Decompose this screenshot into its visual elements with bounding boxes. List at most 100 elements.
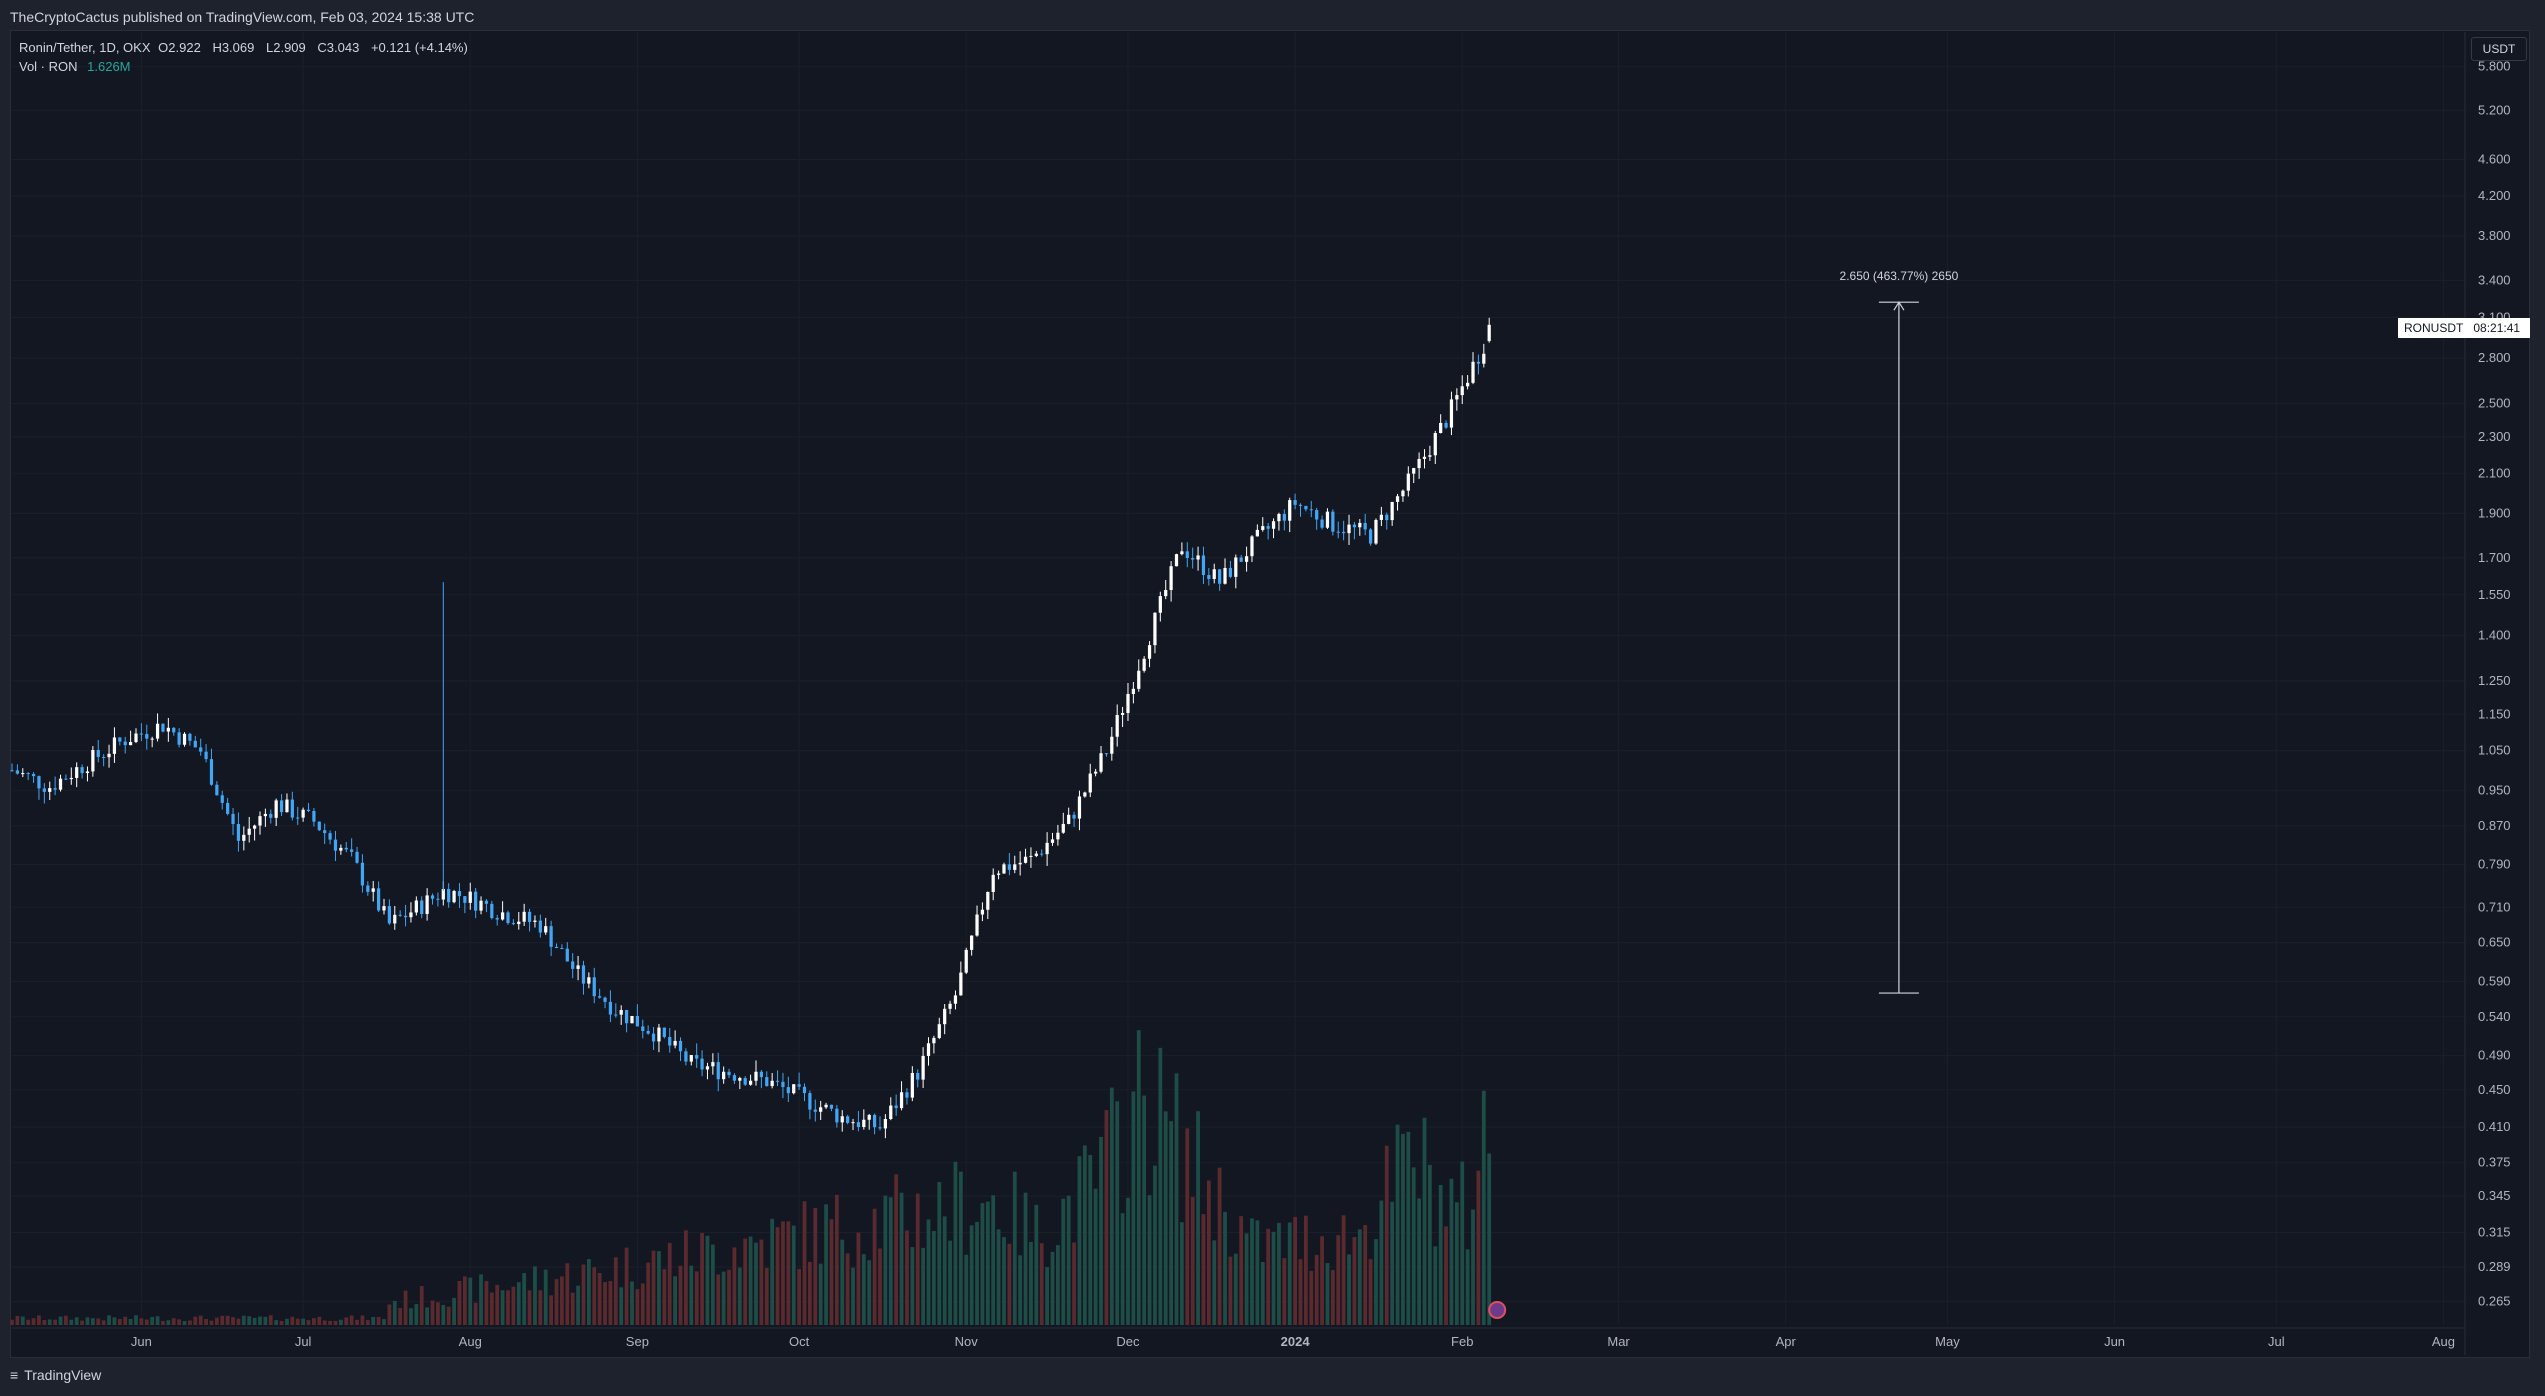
candle-body[interactable] (576, 965, 580, 969)
candle-body[interactable] (1395, 496, 1400, 502)
candle-body[interactable] (1126, 694, 1130, 713)
candle-body[interactable] (425, 895, 429, 915)
candle-body[interactable] (360, 862, 365, 886)
candle-body[interactable] (786, 1087, 790, 1094)
candle-body[interactable] (1207, 574, 1211, 579)
candle-body[interactable] (1023, 856, 1028, 863)
candle-body[interactable] (732, 1075, 737, 1081)
candle-body[interactable] (1007, 864, 1011, 870)
candle-body[interactable] (1088, 773, 1092, 793)
candle-body[interactable] (1266, 526, 1270, 529)
candle-body[interactable] (403, 915, 408, 918)
candle-body[interactable] (177, 732, 181, 745)
candle-body[interactable] (1293, 500, 1297, 505)
candle-body[interactable] (188, 733, 192, 741)
candle-body[interactable] (603, 997, 607, 1002)
candle-body[interactable] (840, 1116, 844, 1123)
candle-body[interactable] (662, 1027, 666, 1037)
candle-body[interactable] (1261, 526, 1265, 530)
candle-body[interactable] (1018, 862, 1022, 865)
candle-body[interactable] (872, 1114, 877, 1128)
candle-body[interactable] (215, 784, 219, 796)
candle-body[interactable] (328, 833, 332, 840)
candle-body[interactable] (1352, 524, 1357, 528)
candle-body[interactable] (306, 809, 311, 812)
candle-body[interactable] (635, 1015, 639, 1027)
candle-body[interactable] (1460, 386, 1464, 396)
candle-body[interactable] (705, 1066, 710, 1070)
candle-body[interactable] (1433, 432, 1437, 456)
candle-body[interactable] (711, 1062, 715, 1067)
candle-body[interactable] (1045, 842, 1049, 855)
candle-body[interactable] (1034, 853, 1038, 856)
candle-body[interactable] (490, 903, 494, 918)
candle-body[interactable] (1196, 555, 1200, 560)
candle-body[interactable] (1347, 524, 1351, 534)
candle-body[interactable] (457, 891, 462, 897)
candle-body[interactable] (37, 776, 41, 789)
candle-body[interactable] (856, 1122, 861, 1128)
candle-body[interactable] (1309, 509, 1313, 511)
candle-body[interactable] (1428, 455, 1432, 457)
candle-body[interactable] (452, 891, 456, 903)
candle-body[interactable] (118, 737, 122, 742)
candle-body[interactable] (1050, 839, 1055, 843)
candle-body[interactable] (296, 817, 300, 819)
candle-body[interactable] (1422, 456, 1427, 459)
candle-body[interactable] (538, 920, 542, 933)
candle-body[interactable] (986, 891, 990, 910)
candle-body[interactable] (91, 749, 95, 772)
candle-body[interactable] (894, 1105, 898, 1109)
candle-body[interactable] (317, 821, 321, 831)
candle-body[interactable] (247, 828, 251, 835)
candle-body[interactable] (657, 1027, 661, 1042)
candle-body[interactable] (1476, 361, 1481, 364)
candle-body[interactable] (932, 1037, 936, 1044)
candle-body[interactable] (808, 1093, 812, 1110)
candle-body[interactable] (279, 800, 284, 813)
candle-body[interactable] (1487, 324, 1491, 342)
candle-body[interactable] (964, 949, 968, 973)
candle-body[interactable] (1374, 519, 1378, 544)
candle-body[interactable] (112, 737, 117, 754)
candle-body[interactable] (1077, 796, 1082, 819)
candle-body[interactable] (1164, 590, 1168, 597)
candle-body[interactable] (1288, 500, 1292, 521)
volume-label[interactable]: Vol · RON (19, 59, 78, 74)
candle-body[interactable] (15, 770, 20, 774)
candle-body[interactable] (926, 1043, 931, 1056)
candle-body[interactable] (592, 977, 596, 997)
currency-badge[interactable]: USDT (2471, 37, 2527, 61)
candle-body[interactable] (797, 1084, 801, 1087)
candle-body[interactable] (1158, 596, 1162, 613)
candle-body[interactable] (339, 847, 343, 851)
candle-body[interactable] (1180, 551, 1184, 555)
candle-body[interactable] (447, 888, 451, 903)
candle-body[interactable] (1013, 864, 1017, 870)
candle-body[interactable] (102, 756, 106, 758)
candle-body[interactable] (1061, 823, 1065, 833)
candle-body[interactable] (500, 912, 505, 920)
candle-body[interactable] (1029, 855, 1033, 857)
candle-body[interactable] (1115, 714, 1119, 737)
candle-body[interactable] (128, 742, 133, 746)
candle-body[interactable] (581, 965, 586, 984)
candle-body[interactable] (878, 1127, 882, 1129)
candle-body[interactable] (996, 873, 1001, 875)
candle-body[interactable] (522, 911, 526, 922)
candle-body[interactable] (1218, 569, 1222, 584)
candle-body[interactable] (743, 1078, 747, 1085)
candle-body[interactable] (1298, 504, 1303, 506)
candle-body[interactable] (1040, 853, 1044, 855)
candle-body[interactable] (1153, 612, 1157, 646)
candle-body[interactable] (414, 900, 418, 913)
candle-body[interactable] (910, 1072, 914, 1098)
candle-body[interactable] (1466, 382, 1470, 387)
candle-body[interactable] (10, 770, 14, 772)
candle-body[interactable] (517, 921, 521, 925)
candle-body[interactable] (684, 1051, 688, 1062)
candle-body[interactable] (765, 1077, 769, 1087)
candle-body[interactable] (867, 1114, 871, 1120)
candle-body[interactable] (1072, 814, 1076, 819)
candle-body[interactable] (150, 738, 154, 740)
